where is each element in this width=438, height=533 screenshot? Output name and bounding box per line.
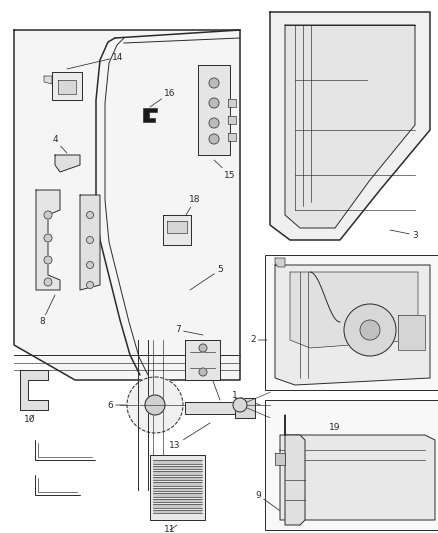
Circle shape <box>86 212 93 219</box>
Circle shape <box>199 368 207 376</box>
Polygon shape <box>153 465 202 469</box>
Polygon shape <box>228 116 236 124</box>
Circle shape <box>86 237 93 244</box>
Text: 3: 3 <box>390 230 418 239</box>
Polygon shape <box>36 190 60 290</box>
Polygon shape <box>153 477 202 480</box>
Polygon shape <box>55 155 80 172</box>
Circle shape <box>209 134 219 144</box>
Polygon shape <box>275 265 430 385</box>
Circle shape <box>44 278 52 286</box>
Polygon shape <box>58 80 76 94</box>
Polygon shape <box>290 272 418 348</box>
Polygon shape <box>275 258 285 267</box>
Circle shape <box>199 344 207 352</box>
Text: 18: 18 <box>177 196 201 230</box>
Text: 15: 15 <box>214 160 236 180</box>
Circle shape <box>44 256 52 264</box>
Circle shape <box>44 211 52 219</box>
Circle shape <box>209 78 219 88</box>
Circle shape <box>86 262 93 269</box>
Polygon shape <box>52 72 82 100</box>
Polygon shape <box>150 455 205 520</box>
Circle shape <box>209 98 219 108</box>
Text: 11: 11 <box>164 525 177 533</box>
Polygon shape <box>228 99 236 107</box>
Polygon shape <box>153 460 202 464</box>
Circle shape <box>233 398 247 412</box>
Circle shape <box>145 395 165 415</box>
Polygon shape <box>163 215 191 245</box>
Polygon shape <box>285 415 305 525</box>
Circle shape <box>44 234 52 242</box>
Polygon shape <box>14 30 240 380</box>
Text: 13: 13 <box>169 423 210 449</box>
Circle shape <box>344 304 396 356</box>
Polygon shape <box>153 488 202 491</box>
Text: 4: 4 <box>52 135 67 153</box>
Polygon shape <box>153 493 202 497</box>
Polygon shape <box>20 370 48 410</box>
Polygon shape <box>153 510 202 513</box>
Circle shape <box>86 281 93 288</box>
Circle shape <box>209 118 219 128</box>
Polygon shape <box>398 315 425 350</box>
Circle shape <box>127 377 183 433</box>
Polygon shape <box>167 221 187 233</box>
Circle shape <box>360 320 380 340</box>
Text: 19: 19 <box>320 424 341 442</box>
Polygon shape <box>275 453 285 465</box>
Polygon shape <box>235 398 255 418</box>
Text: 12: 12 <box>204 368 220 400</box>
Polygon shape <box>143 108 157 122</box>
Text: 6: 6 <box>107 400 155 409</box>
Polygon shape <box>185 340 220 380</box>
Polygon shape <box>285 25 415 228</box>
Text: 8: 8 <box>39 295 55 327</box>
Text: 16: 16 <box>150 88 176 107</box>
Polygon shape <box>228 133 236 141</box>
Text: 14: 14 <box>67 52 124 69</box>
Polygon shape <box>153 498 202 502</box>
Polygon shape <box>198 65 230 155</box>
Text: 5: 5 <box>190 265 223 290</box>
Polygon shape <box>153 482 202 486</box>
Bar <box>265 255 438 390</box>
Text: 7: 7 <box>175 326 203 335</box>
Polygon shape <box>185 402 235 414</box>
Polygon shape <box>44 76 52 84</box>
Bar <box>265 400 438 530</box>
Polygon shape <box>153 471 202 474</box>
Polygon shape <box>153 504 202 507</box>
Polygon shape <box>270 12 430 240</box>
Text: 10: 10 <box>24 415 36 424</box>
Polygon shape <box>280 435 435 520</box>
Polygon shape <box>80 195 100 290</box>
Text: 1: 1 <box>232 391 260 405</box>
Text: 9: 9 <box>255 490 300 525</box>
Text: 2: 2 <box>250 335 267 344</box>
